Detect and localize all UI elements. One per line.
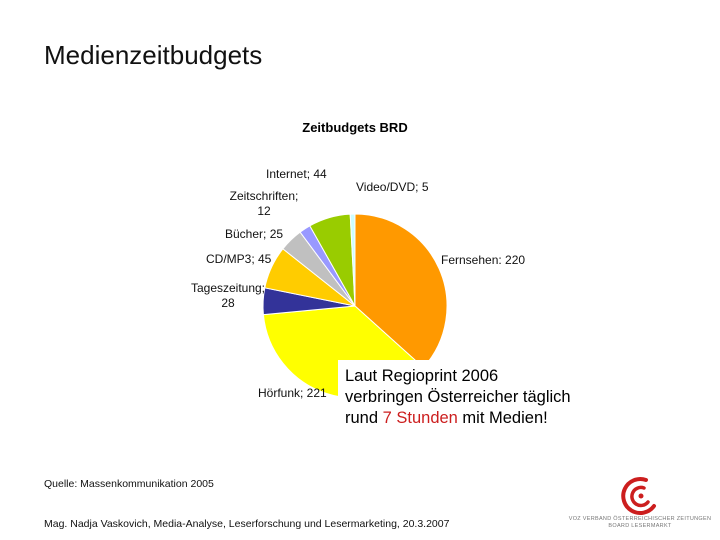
label-zeitschriften-line2: 12 (257, 204, 271, 218)
label-tageszeitung: Tageszeitung; 28 (190, 281, 266, 311)
callout-line3-post: mit Medien! (457, 409, 548, 427)
callout-highlight: 7 Stunden (382, 409, 458, 427)
callout-line1: Laut Regioprint 2006 (345, 367, 499, 385)
label-tageszeitung-line2: 28 (221, 296, 235, 310)
label-buecher: Bücher; 25 (225, 227, 284, 241)
callout-line3: rund 7 Stunden mit Medien! (345, 408, 596, 429)
label-video-dvd: Video/DVD; 5 (356, 180, 429, 194)
callout-box: Laut Regioprint 2006 verbringen Österrei… (338, 360, 596, 438)
slide-title: Medienzeitbudgets (44, 40, 263, 70)
pie-slice-fernsehen (354, 213, 448, 369)
label-fernsehen: Fernsehen: 220 (441, 253, 526, 267)
label-zeitschriften-line1: Zeitschriften; (229, 189, 299, 203)
label-cd-mp3: CD/MP3; 45 (206, 252, 272, 266)
callout-line3-pre: rund (345, 409, 383, 427)
label-internet: Internet; 44 (266, 167, 327, 181)
source-note: Quelle: Massenkommunikation 2005 (44, 478, 214, 490)
logo-text: VOZ VERBAND ÖSTERREICHISCHER ZEITUNGEN B… (565, 516, 715, 530)
label-tageszeitung-line1: Tageszeitung; (190, 281, 266, 295)
logo-text-line2: BOARD LESERMARKT (608, 523, 672, 529)
footer-text: Mag. Nadja Vaskovich, Media-Analyse, Les… (44, 518, 450, 530)
logo-text-line1: VOZ VERBAND ÖSTERREICHISCHER ZEITUNGEN (568, 516, 712, 522)
voz-logo-icon (621, 477, 656, 515)
pie-slice-video-dvd (349, 213, 356, 307)
chart-title: Zeitbudgets BRD (302, 120, 408, 135)
label-zeitschriften: Zeitschriften; 12 (226, 189, 302, 219)
callout-line2: verbringen Österreicher täglich (345, 388, 571, 406)
label-hoerfunk: Hörfunk; 221 (258, 386, 327, 400)
